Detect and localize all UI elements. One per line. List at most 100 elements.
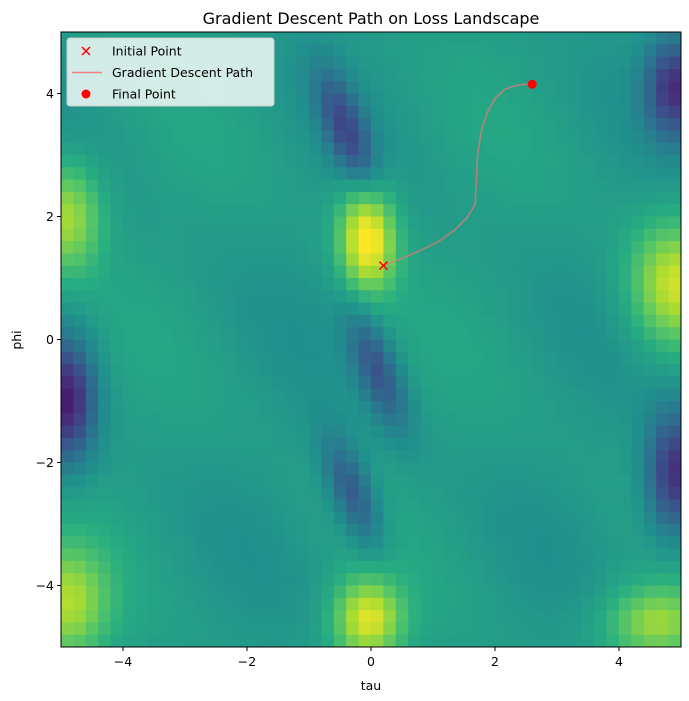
- heatmap-cell: [420, 56, 434, 70]
- heatmap-cell: [185, 142, 198, 156]
- heatmap-cell: [147, 536, 161, 550]
- heatmap-cell: [631, 487, 645, 500]
- heatmap-cell: [172, 204, 186, 218]
- heatmap-cell: [619, 179, 632, 193]
- heatmap-cell: [309, 56, 322, 70]
- heatmap-cell: [445, 573, 459, 587]
- heatmap-cell: [110, 179, 124, 193]
- heatmap-cell: [172, 351, 186, 365]
- heatmap-cell: [271, 462, 285, 476]
- heatmap-cell: [358, 191, 372, 205]
- heatmap-cell: [358, 597, 372, 611]
- heatmap-cell: [346, 524, 360, 537]
- heatmap-cell: [619, 560, 632, 574]
- heatmap-cell: [544, 524, 558, 537]
- heatmap-cell: [619, 536, 632, 550]
- heatmap-cell: [482, 560, 496, 574]
- heatmap-cell: [470, 425, 484, 439]
- heatmap-cell: [172, 413, 186, 427]
- heatmap-cell: [259, 511, 273, 525]
- gradient-descent-path: [383, 83, 533, 267]
- heatmap-cell: [358, 81, 372, 95]
- heatmap-cell: [420, 81, 434, 95]
- heatmap-cell: [470, 511, 484, 525]
- heatmap-cell: [470, 241, 484, 254]
- heatmap-cell: [544, 278, 558, 291]
- heatmap-cell: [631, 314, 645, 328]
- heatmap-cell: [445, 462, 459, 476]
- heatmap-cell: [594, 548, 608, 562]
- heatmap-cell: [445, 32, 459, 45]
- heatmap-cell: [209, 401, 223, 414]
- heatmap-cell: [234, 216, 248, 230]
- heatmap-cell: [271, 401, 285, 414]
- heatmap-cell: [668, 351, 681, 365]
- heatmap-cell: [383, 118, 397, 131]
- heatmap-cell: [172, 425, 186, 439]
- heatmap-cell: [371, 81, 384, 95]
- heatmap-cell: [234, 339, 248, 353]
- heatmap-cell: [222, 401, 236, 414]
- heatmap-cell: [482, 339, 496, 353]
- heatmap-cell: [358, 105, 372, 119]
- heatmap-cell: [457, 425, 471, 439]
- legend-label: Initial Point: [112, 44, 182, 59]
- heatmap-cell: [569, 167, 583, 181]
- heatmap-cell: [557, 450, 570, 464]
- heatmap-cell: [569, 81, 583, 95]
- heatmap-cell: [147, 560, 161, 574]
- heatmap-cell: [433, 524, 446, 537]
- heatmap-cell: [557, 351, 570, 365]
- heatmap-cell: [147, 610, 161, 623]
- heatmap-cell: [544, 450, 558, 464]
- heatmap-cell: [346, 68, 360, 82]
- heatmap-cell: [309, 155, 322, 168]
- heatmap-cell: [209, 425, 223, 439]
- heatmap-cell: [482, 167, 496, 181]
- heatmap-cell: [222, 179, 236, 193]
- heatmap-cell: [557, 228, 570, 242]
- heatmap-cell: [668, 610, 681, 623]
- heatmap-cell: [209, 597, 223, 611]
- heatmap-cell: [495, 68, 508, 82]
- heatmap-cell: [123, 499, 136, 513]
- heatmap-cell: [271, 32, 285, 45]
- heatmap-cell: [395, 290, 409, 304]
- heatmap-cell: [482, 81, 496, 95]
- heatmap-cell: [581, 130, 595, 144]
- heatmap-cell: [569, 314, 583, 328]
- heatmap-cell: [569, 44, 583, 58]
- heatmap-cell: [259, 228, 273, 242]
- heatmap-cell: [371, 32, 384, 45]
- heatmap-cell: [581, 536, 595, 550]
- heatmap-cell: [507, 622, 521, 636]
- heatmap-cell: [135, 155, 149, 168]
- heatmap-cell: [495, 536, 508, 550]
- heatmap-cell: [557, 216, 570, 230]
- heatmap-cell: [333, 68, 347, 82]
- heatmap-cell: [643, 155, 657, 168]
- heatmap-cell: [507, 573, 521, 587]
- heatmap-cell: [358, 93, 372, 107]
- heatmap-cell: [123, 610, 136, 623]
- heatmap-cell: [346, 474, 360, 488]
- heatmap-cell: [445, 56, 459, 70]
- heatmap-cell: [247, 351, 260, 365]
- heatmap-cell: [222, 511, 236, 525]
- heatmap-cell: [569, 376, 583, 390]
- heatmap-cell: [383, 487, 397, 500]
- heatmap-cell: [631, 573, 645, 587]
- heatmap-cell: [123, 351, 136, 365]
- heatmap-cell: [581, 68, 595, 82]
- heatmap-cell: [408, 548, 422, 562]
- heatmap-cell: [284, 327, 298, 341]
- heatmap-cell: [656, 622, 670, 636]
- heatmap-cell: [519, 241, 533, 254]
- heatmap-cell: [222, 339, 236, 353]
- heatmap-cell: [147, 191, 161, 205]
- heatmap-cell: [222, 536, 236, 550]
- heatmap-cell: [333, 241, 347, 254]
- heatmap-cell: [643, 425, 657, 439]
- heatmap-cell: [433, 142, 446, 156]
- heatmap-cell: [544, 585, 558, 599]
